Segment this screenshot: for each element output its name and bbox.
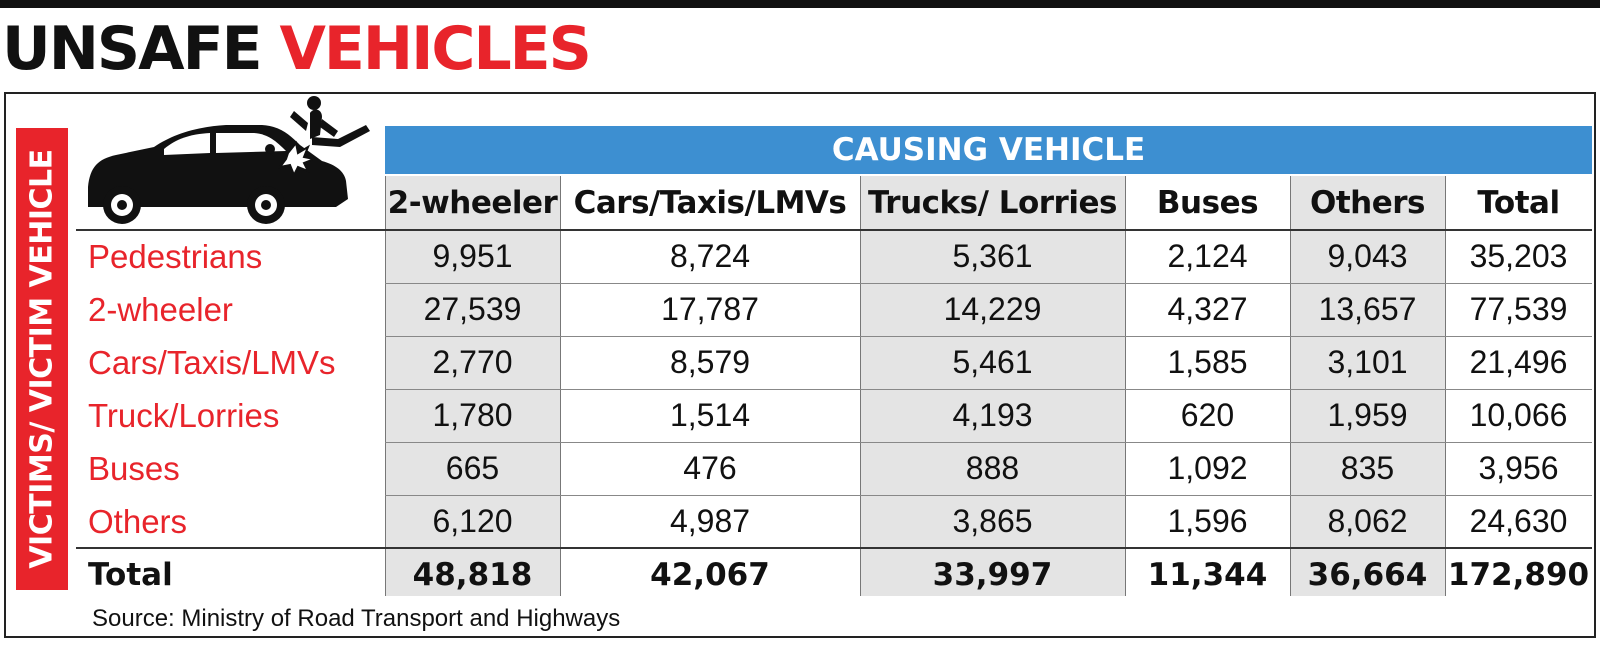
table-cell: 1,780 — [432, 397, 513, 433]
row-label: 2-wheeler — [88, 290, 233, 328]
table-cell: 48,818 — [412, 556, 533, 593]
table-cell: 4,987 — [669, 503, 751, 539]
column-header: Total — [1477, 185, 1560, 221]
row-divider — [385, 389, 1592, 390]
table-cell: 5,461 — [952, 344, 1033, 380]
title-word-unsafe: UNSAFE — [2, 14, 263, 84]
table-cell: 77,539 — [1469, 291, 1568, 327]
table-cell: 11,344 — [1147, 556, 1268, 593]
column-divider — [860, 176, 861, 596]
column-divider — [1290, 176, 1291, 596]
row-label: Total — [88, 556, 173, 593]
table-cell: 2,124 — [1167, 238, 1248, 274]
table-cell: 665 — [445, 450, 500, 486]
header-bottom-rule — [76, 229, 1592, 231]
table-cell: 36,664 — [1307, 556, 1428, 593]
row-divider — [385, 442, 1592, 443]
row-label: Others — [88, 502, 188, 540]
row-label: Pedestrians — [88, 237, 263, 275]
table-cell: 835 — [1340, 450, 1395, 486]
table-cell: 620 — [1180, 397, 1235, 433]
table-cell: 172,890 — [1447, 556, 1590, 593]
table-cell: 1,092 — [1167, 450, 1248, 486]
column-divider — [1445, 176, 1446, 596]
side-label-text: VICTIMS/ VICTIM VEHICLE — [24, 149, 60, 569]
row-divider — [385, 495, 1592, 496]
side-label: VICTIMS/ VICTIM VEHICLE — [16, 128, 68, 590]
column-divider — [385, 176, 386, 596]
column-divider — [560, 176, 561, 596]
table-cell: 8,724 — [669, 238, 751, 274]
table-cell: 3,956 — [1478, 450, 1559, 486]
table-cell: 9,043 — [1327, 238, 1408, 274]
table-cell: 888 — [965, 450, 1020, 486]
table-cell: 3,865 — [952, 503, 1033, 539]
row-divider — [385, 283, 1592, 284]
shaded-column — [1290, 176, 1445, 596]
row-label: Buses — [88, 449, 180, 487]
table-cell: 1,514 — [669, 397, 751, 433]
column-header: Cars/Taxis/LMVs — [573, 185, 847, 221]
row-label: Cars/Taxis/LMVs — [88, 343, 336, 381]
table-cell: 24,630 — [1469, 503, 1568, 539]
table-cell: 1,596 — [1167, 503, 1248, 539]
table-cell: 1,959 — [1327, 397, 1408, 433]
top-rule — [0, 0, 1600, 8]
page-title: UNSAFE VEHICLES — [2, 14, 592, 84]
table-cell: 1,585 — [1167, 344, 1248, 380]
column-header: Buses — [1156, 185, 1259, 221]
source-note: Source: Ministry of Road Transport and H… — [92, 605, 621, 632]
table-frame — [4, 92, 1596, 638]
car-hitting-pedestrian-icon — [88, 96, 370, 224]
table-cell: 35,203 — [1469, 238, 1568, 274]
table-cell: 42,067 — [650, 556, 770, 593]
table-cell: 3,101 — [1327, 344, 1408, 380]
table-cell: 9,951 — [432, 238, 513, 274]
table-cell: 33,997 — [932, 556, 1053, 593]
shaded-column — [860, 176, 1125, 596]
column-header: Trucks/ Lorries — [868, 185, 1117, 221]
table-cell: 476 — [683, 450, 737, 486]
causing-vehicle-header: CAUSING VEHICLE — [385, 126, 1592, 174]
total-row-rule — [76, 547, 1592, 549]
table-cell: 8,062 — [1327, 503, 1408, 539]
table-cell: 10,066 — [1469, 397, 1568, 433]
row-label: Truck/Lorries — [88, 396, 280, 434]
table-cell: 6,120 — [432, 503, 513, 539]
table-cell: 21,496 — [1469, 344, 1568, 380]
table-cell: 4,327 — [1167, 291, 1248, 327]
column-divider — [1125, 176, 1126, 596]
column-header: Others — [1309, 185, 1426, 221]
table-cell: 8,579 — [669, 344, 751, 380]
table-cell: 17,787 — [661, 291, 759, 327]
table-cell: 4,193 — [952, 397, 1033, 433]
table-cell: 27,539 — [423, 291, 522, 327]
shaded-column — [385, 176, 560, 596]
table-cell: 14,229 — [943, 291, 1042, 327]
title-word-vehicles: VEHICLES — [279, 14, 591, 84]
column-header: 2-wheeler — [387, 185, 558, 221]
row-divider — [385, 336, 1592, 337]
table-cell: 5,361 — [952, 238, 1033, 274]
table-cell: 2,770 — [432, 344, 513, 380]
table-cell: 13,657 — [1318, 291, 1417, 327]
